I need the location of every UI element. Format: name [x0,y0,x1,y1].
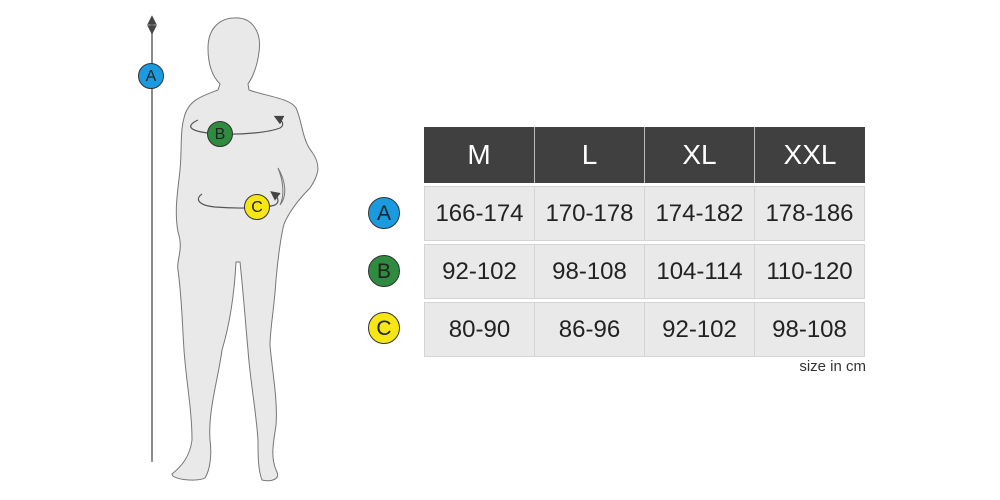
table-row-c: 80-90 86-96 92-102 98-108 [424,302,865,357]
size-header: XL [645,127,755,183]
table-cell: 166-174 [424,186,535,241]
table-cell: 170-178 [535,186,645,241]
unit-note: size in cm [799,358,866,375]
table-cell: 92-102 [645,302,755,357]
row-badge-a: A [368,197,400,229]
size-header: XXL [755,127,865,183]
badge-b-figure: B [207,121,233,147]
table-cell: 98-108 [535,244,645,299]
table-cell: 104-114 [645,244,755,299]
badge-a-figure: A [138,63,164,89]
size-header: M [424,127,535,183]
size-header: L [535,127,645,183]
badge-c-figure: C [244,194,270,220]
row-badge-c: C [368,312,400,344]
table-cell: 174-182 [645,186,755,241]
table-cell: 80-90 [424,302,535,357]
table-cell: 98-108 [755,302,865,357]
chest-measure-arrow [190,115,285,135]
table-cell: 92-102 [424,244,535,299]
row-badge-b: B [368,255,400,287]
size-table: M L XL XXL 166-174 170-178 174-182 178-1… [424,127,865,357]
header-row: M L XL XXL [424,127,865,183]
human-silhouette [171,17,319,482]
table-cell: 86-96 [535,302,645,357]
table-cell: 110-120 [755,244,865,299]
table-row-b: 92-102 98-108 104-114 110-120 [424,244,865,299]
table-row-a: 166-174 170-178 174-182 178-186 [424,186,865,241]
table-cell: 178-186 [755,186,865,241]
